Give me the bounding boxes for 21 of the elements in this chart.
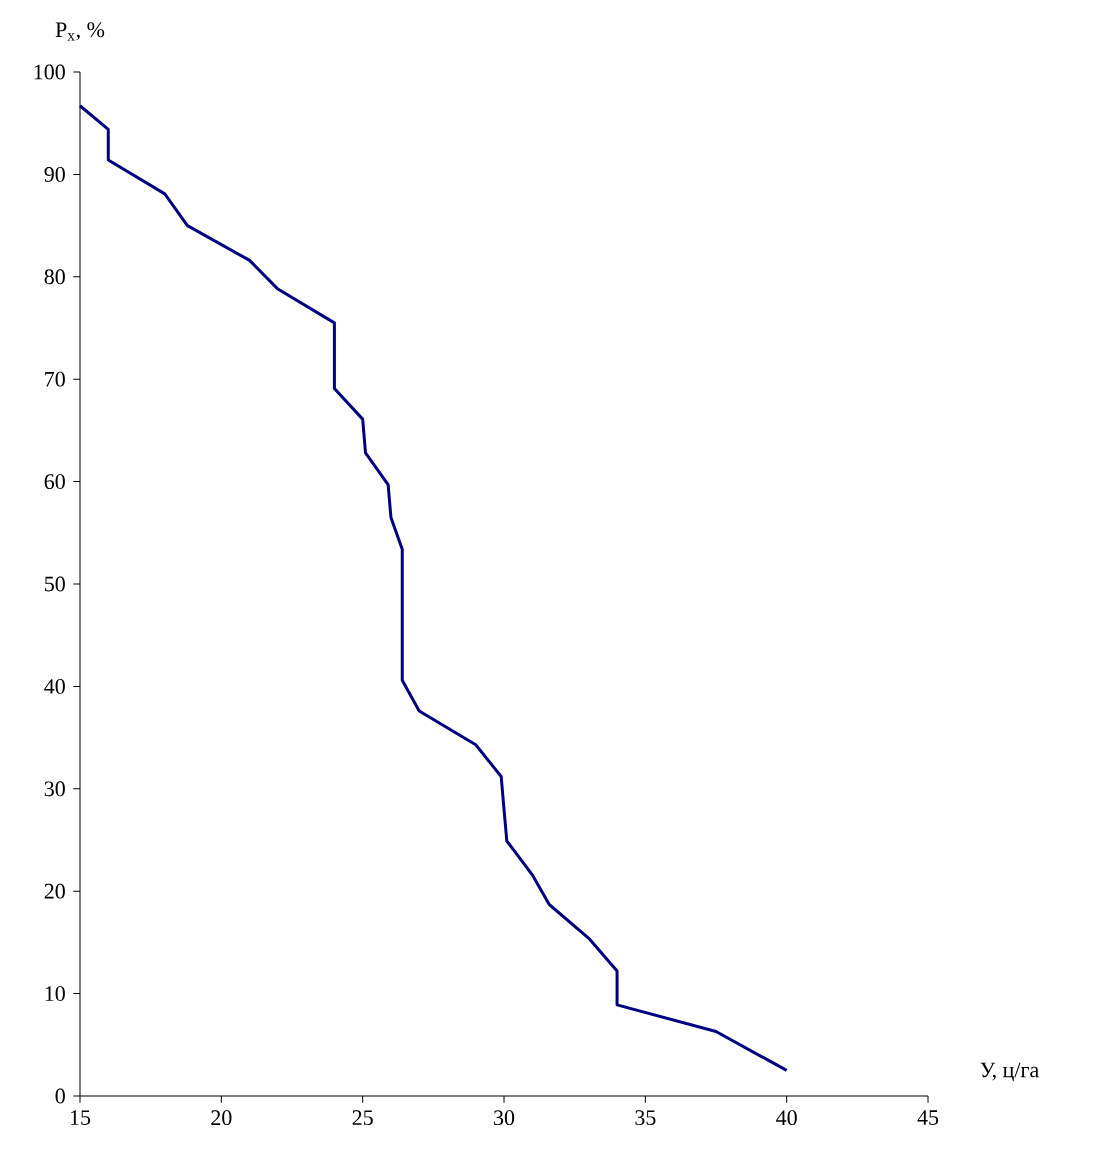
y-tick-label: 30 xyxy=(44,781,65,797)
line-series xyxy=(78,104,789,1072)
y-tick-label: 80 xyxy=(44,269,65,285)
y-tick-label: 50 xyxy=(45,576,65,592)
y-tick-label: 70 xyxy=(45,371,65,387)
x-tick-label: 45 xyxy=(917,1110,939,1125)
x-tick-label: 40 xyxy=(776,1110,797,1126)
y-tick-label: 90 xyxy=(44,166,65,182)
x-tick-label: 30 xyxy=(494,1110,515,1126)
y-axis-title: P$_{x}$, % xyxy=(55,22,105,41)
x-tick-label: 15 xyxy=(70,1110,91,1125)
x-tick-label: 35 xyxy=(635,1110,656,1126)
y-tick-label: 60 xyxy=(44,474,65,490)
y-tick-label: 100 xyxy=(34,64,65,80)
y-tick-label: 40 xyxy=(44,678,65,694)
x-tick-label: 20 xyxy=(211,1110,232,1126)
x-axis-title: У, ц/га xyxy=(980,1062,1039,1082)
y-tick-label: 20 xyxy=(44,883,65,899)
y-tick-label: 10 xyxy=(45,986,65,1002)
y-tick-label: 0 xyxy=(55,1088,65,1104)
x-tick-label: 25 xyxy=(352,1110,373,1126)
